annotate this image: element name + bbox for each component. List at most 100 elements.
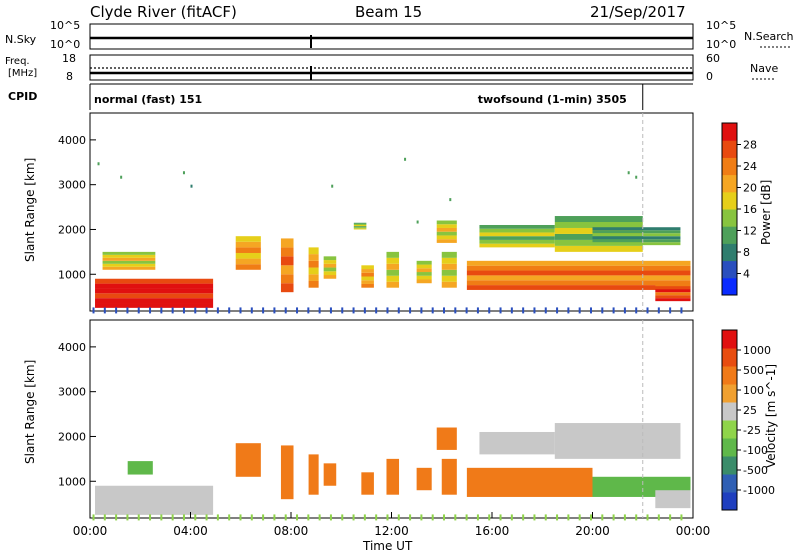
power-cell xyxy=(386,275,400,282)
power-cell xyxy=(353,226,367,228)
power-cell xyxy=(441,269,457,276)
velocity-noise xyxy=(657,514,660,521)
power-noise xyxy=(409,307,412,314)
velocity-noise xyxy=(522,514,525,521)
velocity-noise xyxy=(589,514,592,521)
xaxis-label: Time UT xyxy=(362,539,413,553)
power-noise xyxy=(160,307,163,314)
power-cell xyxy=(323,271,337,276)
power-noise xyxy=(375,307,378,314)
power-cell xyxy=(235,247,261,253)
velocity-noise xyxy=(454,514,457,521)
velocity-noise xyxy=(375,514,378,521)
power-cell xyxy=(361,272,374,277)
power-cell xyxy=(436,239,457,243)
power-noise xyxy=(657,307,660,314)
power-noise xyxy=(578,307,581,314)
freq-label-line1: Freq. xyxy=(5,56,30,67)
power-cell xyxy=(655,286,691,290)
power-point xyxy=(331,184,334,188)
power-point xyxy=(449,198,452,202)
colorbar-segment xyxy=(722,438,737,457)
velocity-noise xyxy=(329,514,332,521)
power-cell xyxy=(466,280,691,286)
velocity-cell xyxy=(323,463,337,486)
colorbar-tick-label: 28 xyxy=(743,139,757,152)
power-noise xyxy=(510,307,513,314)
nave-tick-bottom: 0 xyxy=(706,70,713,83)
velocity-noise xyxy=(115,514,118,521)
velocity-heatmap xyxy=(92,320,691,521)
power-cell xyxy=(466,270,691,276)
power-cell xyxy=(655,283,691,287)
velocity-noise xyxy=(296,514,299,521)
colorbar-segment xyxy=(722,330,737,349)
velocity-noise xyxy=(567,514,570,521)
colorbar-tick-label: 24 xyxy=(743,160,757,173)
velocity-noise xyxy=(171,514,174,521)
power-point xyxy=(416,220,419,224)
colorbar-segment xyxy=(722,348,737,367)
power-point xyxy=(190,184,193,188)
cpid-mode-label: twofsound (1-min) 3505 xyxy=(478,93,627,106)
power-noise xyxy=(443,307,446,314)
station-title: Clyde River (fitACF) xyxy=(90,3,237,21)
beam-title: Beam 15 xyxy=(355,3,422,21)
colorbar-segment xyxy=(722,243,737,262)
power-cell xyxy=(308,280,319,288)
colorbar-tick-label: 25 xyxy=(743,404,757,417)
velocity-y-axis: 1000 2000 3000 4000 xyxy=(58,341,96,488)
power-cell xyxy=(102,260,156,264)
power-cell xyxy=(441,263,457,270)
power-cell xyxy=(102,254,156,258)
y-tick-label: 4000 xyxy=(58,134,86,147)
power-cell xyxy=(436,227,457,232)
velocity-noise xyxy=(556,514,559,521)
power-cell xyxy=(95,283,214,289)
power-cell xyxy=(102,257,156,261)
power-cell xyxy=(308,260,319,268)
velocity-noise xyxy=(273,514,276,521)
nsearch-tick-top: 10^5 xyxy=(706,19,736,32)
colorbar-segment xyxy=(722,260,737,279)
power-cell xyxy=(353,223,367,225)
velocity-noise xyxy=(386,514,389,521)
colorbar-tick-label: 4 xyxy=(743,268,750,281)
velocity-cell xyxy=(655,490,691,509)
velocity-cell xyxy=(308,454,319,495)
power-noise xyxy=(228,307,231,314)
power-noise xyxy=(296,307,299,314)
power-cell xyxy=(554,245,643,252)
power-cell xyxy=(323,260,337,264)
velocity-noise xyxy=(646,514,649,521)
power-cell xyxy=(466,265,691,271)
power-noise xyxy=(307,307,310,314)
colorbar-segment xyxy=(722,157,737,176)
velocity-noise xyxy=(92,514,95,521)
velocity-noise xyxy=(137,514,140,521)
power-colorbar: 4 8 12 16 20 24 28 xyxy=(721,122,757,296)
colorbar-segment xyxy=(722,277,737,296)
colorbar-tick-label: 8 xyxy=(743,246,750,259)
power-point xyxy=(404,157,407,161)
nave-tick-top: 60 xyxy=(706,52,720,65)
velocity-noise xyxy=(397,514,400,521)
power-cell xyxy=(416,268,432,273)
colorbar-tick-label: -500 xyxy=(743,464,768,477)
power-cell xyxy=(353,222,367,224)
power-cell xyxy=(323,267,337,272)
colorbar-segment xyxy=(722,474,737,493)
power-noise xyxy=(669,307,672,314)
colorbar-tick-label: 12 xyxy=(743,225,757,238)
x-tick-label: 12:00 xyxy=(374,524,409,538)
velocity-noise xyxy=(669,514,672,521)
x-tick-label: 00:00 xyxy=(73,524,108,538)
colorbar-tick-label: 20 xyxy=(743,182,757,195)
power-cell xyxy=(386,269,400,276)
velocity-noise xyxy=(601,514,604,521)
power-cell xyxy=(554,222,643,228)
power-cell xyxy=(416,272,432,276)
nsky-tick-bottom: 10^0 xyxy=(50,38,80,51)
power-noise xyxy=(115,307,118,314)
